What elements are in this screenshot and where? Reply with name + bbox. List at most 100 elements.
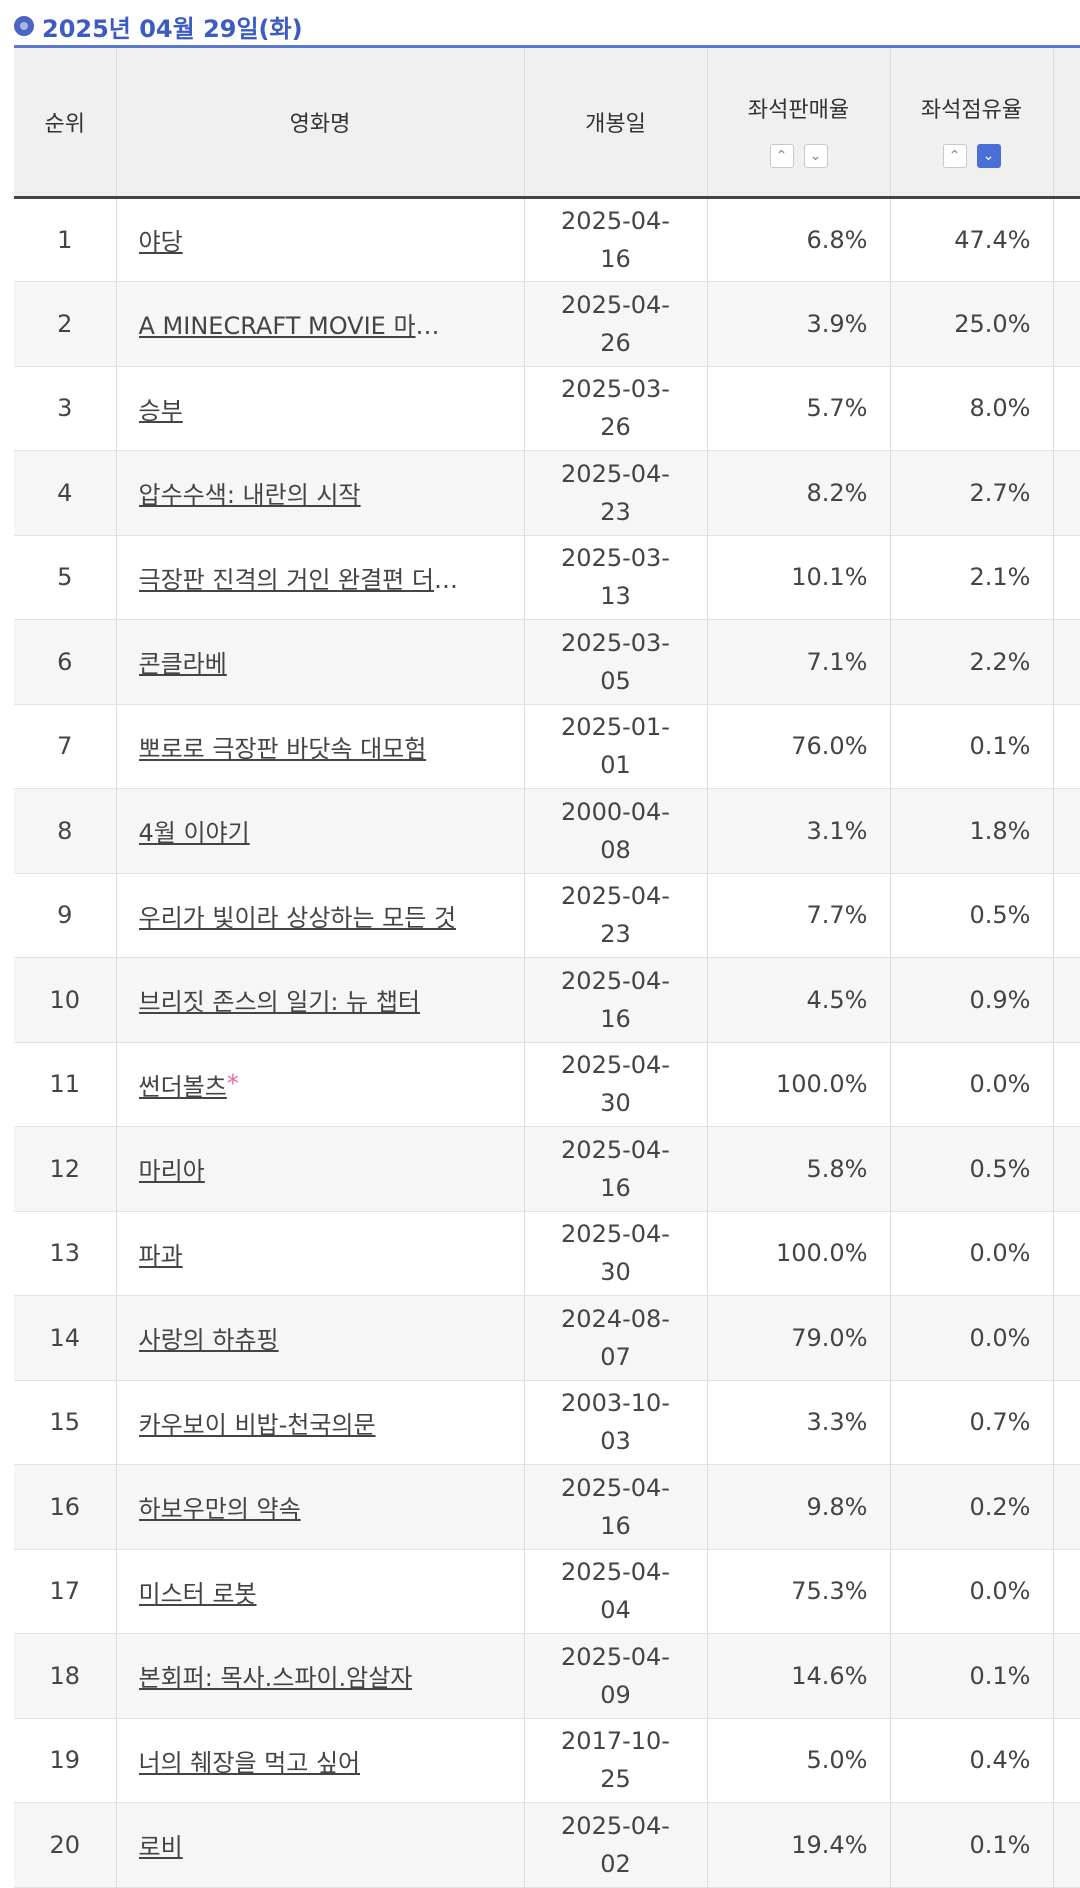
header-divider [14, 45, 1080, 48]
share-rate-cell: 0.1% [889, 1802, 1053, 1888]
rank-cell: 7 [14, 704, 116, 789]
share-rate-cell: 0.1% [889, 1633, 1053, 1719]
sort-descending-button-active[interactable]: ⌄ [976, 143, 1001, 168]
table-row: 3 승부 2025-03-26 5.7% 8.0% [14, 366, 1080, 451]
movie-title-link[interactable]: 콘클라베 [138, 650, 227, 679]
sales-rate-cell: 79.0% [706, 1295, 890, 1381]
movie-title-link[interactable]: 미스터 로봇 [138, 1579, 257, 1608]
extra-cell [1052, 535, 1080, 620]
title-cell: 브리짓 존스의 일기: 뉴 챕터 [115, 957, 524, 1043]
extra-cell [1052, 1464, 1080, 1550]
title-cell: 뽀로로 극장판 바닷속 대모험 [115, 704, 524, 789]
share-rate-cell: 25.0% [889, 281, 1053, 367]
rank-cell: 19 [14, 1718, 116, 1803]
rank-cell: 10 [14, 957, 116, 1043]
share-rate-sort-group: ⌃ ⌄ [891, 143, 1053, 168]
title-cell: 너의 췌장을 먹고 싶어 [115, 1718, 524, 1803]
movie-title-link[interactable]: 카우보이 비밥-천국의문 [138, 1410, 376, 1439]
extra-cell [1052, 1718, 1080, 1803]
chevron-up-icon: ⌃ [775, 147, 788, 164]
movie-title-link[interactable]: 뽀로로 극장판 바닷속 대모험 [138, 734, 427, 763]
open-date-cell: 2025-04- 02 [523, 1802, 707, 1888]
movie-title-link[interactable]: 너의 췌장을 먹고 싶어 [138, 1748, 361, 1777]
col-header-title: 영화명 [115, 48, 524, 199]
movie-title-link[interactable]: 우리가 빛이라 상상하는 모든 것 [138, 903, 457, 932]
open-date-cell: 2025-04- 23 [523, 873, 707, 958]
title-cell: 우리가 빛이라 상상하는 모든 것 [115, 873, 524, 958]
sales-rate-cell: 8.2% [706, 450, 890, 536]
extra-cell [1052, 873, 1080, 958]
rank-cell: 11 [14, 1042, 116, 1127]
table-row: 6 콘클라베 2025-03-05 7.1% 2.2% [14, 619, 1080, 705]
new-release-star-icon: * [226, 1069, 239, 1098]
rank-cell: 15 [14, 1380, 116, 1465]
movie-title-link[interactable]: 본회퍼: 목사.스파이.암살자 [138, 1664, 413, 1693]
open-date-cell: 2003-10-03 [523, 1380, 707, 1465]
chevron-up-icon: ⌃ [948, 147, 961, 164]
extra-cell [1052, 1211, 1080, 1296]
table-row: 4 압수수색: 내란의 시작 2025-04- 23 8.2% 2.7% [14, 450, 1080, 536]
rank-cell: 16 [14, 1464, 116, 1550]
movie-title-link[interactable]: 브리짓 존스의 일기: 뉴 챕터 [138, 988, 420, 1017]
open-date-cell: 2025-04-16 [523, 1126, 707, 1212]
movie-title-link[interactable]: 야당 [138, 228, 183, 257]
extra-cell [1052, 1549, 1080, 1634]
extra-cell [1052, 1633, 1080, 1719]
movie-title-link[interactable]: 4월 이야기 [138, 819, 250, 848]
open-date-cell: 2025-03-13 [523, 535, 707, 620]
sort-ascending-button[interactable]: ⌃ [942, 143, 967, 168]
title-cell: 미스터 로봇 [115, 1549, 524, 1634]
movie-title-link[interactable]: 마리아 [138, 1157, 205, 1186]
sales-rate-cell: 76.0% [706, 704, 890, 789]
movie-title-link[interactable]: 압수수색: 내란의 시작 [138, 481, 361, 510]
movie-title-link[interactable]: 파과 [138, 1241, 183, 1270]
extra-cell [1052, 1126, 1080, 1212]
sort-ascending-button[interactable]: ⌃ [769, 143, 794, 168]
title-cell: 콘클라베 [115, 619, 524, 705]
open-date-cell: 2025-04-16 [523, 1464, 707, 1550]
share-rate-cell: 0.0% [889, 1211, 1053, 1296]
table-header-row: 순위 영화명 개봉일 좌석판매율 ⌃ ⌄ 좌석점유율 ⌃ ⌄ [14, 48, 1080, 199]
sales-rate-cell: 100.0% [706, 1211, 890, 1296]
extra-cell [1052, 1380, 1080, 1465]
share-rate-cell: 0.0% [889, 1549, 1053, 1634]
rank-cell: 5 [14, 535, 116, 620]
table-row: 8 4월 이야기 2000-04- 08 3.1% 1.8% [14, 788, 1080, 874]
extra-cell [1052, 619, 1080, 705]
sales-rate-sort-group: ⌃ ⌄ [708, 143, 890, 168]
share-rate-cell: 0.0% [889, 1042, 1053, 1127]
title-cell: 극장판 진격의 거인 완결편 더 라스… [115, 535, 524, 620]
share-rate-cell: 0.0% [889, 1295, 1053, 1381]
table-row: 1 야당 2025-04-16 6.8% 47.4% [14, 197, 1080, 282]
rank-cell: 14 [14, 1295, 116, 1381]
table-row: 2 A MINECRAFT MOVIE 마인크… 2025-04- 26 3.9% 25.… [14, 281, 1080, 367]
movie-title-link[interactable]: 승부 [138, 396, 183, 425]
sort-descending-button[interactable]: ⌄ [803, 143, 828, 168]
table-row: 20 로비 2025-04- 02 19.4% 0.1% [14, 1802, 1080, 1888]
movie-title-link[interactable]: A MINECRAFT MOVIE 마인크… [138, 312, 459, 341]
open-date-cell: 2025-01-01 [523, 704, 707, 789]
movie-title-link[interactable]: 썬더볼츠 [138, 1072, 227, 1101]
extra-cell [1052, 957, 1080, 1043]
rank-cell: 20 [14, 1802, 116, 1888]
rank-cell: 18 [14, 1633, 116, 1719]
date-header: 2025년 04월 29일(화) [14, 6, 1080, 46]
sales-rate-cell: 3.3% [706, 1380, 890, 1465]
rank-cell: 9 [14, 873, 116, 958]
circle-bullet-icon [14, 16, 34, 36]
open-date-cell: 2017-10-25 [523, 1718, 707, 1803]
share-rate-cell: 0.4% [889, 1718, 1053, 1803]
sales-rate-cell: 5.0% [706, 1718, 890, 1803]
col-header-sales-rate: 좌석판매율 ⌃ ⌄ [706, 48, 890, 199]
movie-title-link[interactable]: 극장판 진격의 거인 완결편 더 라스… [138, 565, 459, 594]
table-row: 16 하보우만의 약속 2025-04-16 9.8% 0.2% [14, 1464, 1080, 1550]
movie-title-link[interactable]: 하보우만의 약속 [138, 1495, 301, 1524]
open-date-cell: 2025-04- 23 [523, 450, 707, 536]
sales-rate-cell: 10.1% [706, 535, 890, 620]
title-cell: 썬더볼츠* [115, 1042, 524, 1127]
movie-title-link[interactable]: 로비 [138, 1833, 183, 1862]
sales-rate-cell: 7.7% [706, 873, 890, 958]
open-date-cell: 2025-04- 30 [523, 1042, 707, 1127]
movie-title-link[interactable]: 사랑의 하츄핑 [138, 1326, 279, 1355]
extra-cell [1052, 1042, 1080, 1127]
